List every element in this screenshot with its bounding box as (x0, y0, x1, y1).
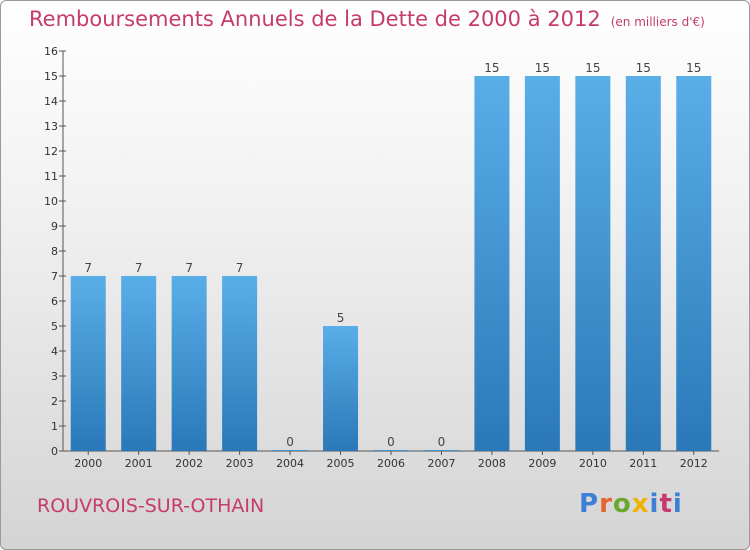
y-tick-label: 6 (51, 295, 58, 308)
y-tick-label: 5 (51, 320, 58, 333)
x-tick-label: 2012 (680, 457, 708, 470)
x-tick-label: 2008 (478, 457, 506, 470)
bar-value-label: 0 (438, 435, 446, 449)
bar (373, 450, 409, 451)
x-tick-label: 2011 (629, 457, 657, 470)
x-tick-label: 2001 (125, 457, 153, 470)
x-tick-label: 2003 (226, 457, 254, 470)
logo-letter: P (579, 489, 600, 519)
x-tick-label: 2006 (377, 457, 405, 470)
y-tick-label: 15 (44, 70, 58, 83)
bar (474, 76, 510, 451)
y-tick-label: 14 (44, 95, 58, 108)
bar-value-label: 15 (484, 61, 499, 75)
y-tick-label: 12 (44, 145, 58, 158)
proxiti-logo: Proxiti (579, 489, 683, 519)
y-tick-label: 0 (51, 445, 58, 458)
y-tick-label: 1 (51, 420, 58, 433)
bar-value-label: 0 (286, 435, 294, 449)
bar (625, 76, 661, 451)
bar-value-label: 15 (636, 61, 651, 75)
y-tick-label: 7 (51, 270, 58, 283)
x-tick-label: 2004 (276, 457, 304, 470)
y-tick-label: 13 (44, 120, 58, 133)
bar-value-label: 7 (84, 261, 92, 275)
unit-note: (en milliers d'€) (610, 15, 705, 29)
bar-value-label: 15 (585, 61, 600, 75)
y-tick-label: 8 (51, 245, 58, 258)
y-tick-label: 11 (44, 170, 58, 183)
x-tick-label: 2007 (427, 457, 455, 470)
logo-letter: i (672, 489, 683, 519)
bar (171, 276, 207, 451)
y-tick-label: 2 (51, 395, 58, 408)
bar (70, 276, 106, 451)
bar-value-label: 7 (185, 261, 193, 275)
bar (272, 450, 308, 451)
bar-value-label: 15 (686, 61, 701, 75)
x-tick-label: 2000 (74, 457, 102, 470)
y-tick-label: 3 (51, 370, 58, 383)
bar (575, 76, 611, 451)
bar-value-label: 7 (236, 261, 244, 275)
logo-letter: i (649, 489, 660, 519)
bar (423, 450, 459, 451)
x-tick-label: 2009 (528, 457, 556, 470)
logo-letter: t (659, 489, 673, 519)
bar (121, 276, 157, 451)
y-tick-label: 4 (51, 345, 58, 358)
logo-letter: x (631, 489, 650, 519)
y-tick-label: 10 (44, 195, 58, 208)
chart-title-text: Remboursements Annuels de la Dette de 20… (29, 7, 601, 31)
x-tick-label: 2010 (579, 457, 607, 470)
bar (524, 76, 560, 451)
x-tick-label: 2005 (327, 457, 355, 470)
bar-value-label: 15 (535, 61, 550, 75)
y-tick-label: 16 (44, 45, 58, 58)
bar-value-label: 5 (337, 311, 345, 325)
bar (323, 326, 359, 451)
logo-letter: r (599, 489, 613, 519)
commune-name: ROUVROIS-SUR-OTHAIN (37, 495, 265, 517)
bar-value-label: 7 (135, 261, 143, 275)
chart-title: Remboursements Annuels de la Dette de 20… (29, 7, 705, 31)
bar-value-label: 0 (387, 435, 395, 449)
bar (676, 76, 712, 451)
y-tick-label: 9 (51, 220, 58, 233)
x-tick-label: 2002 (175, 457, 203, 470)
logo-letter: o (612, 489, 632, 519)
bar (222, 276, 258, 451)
